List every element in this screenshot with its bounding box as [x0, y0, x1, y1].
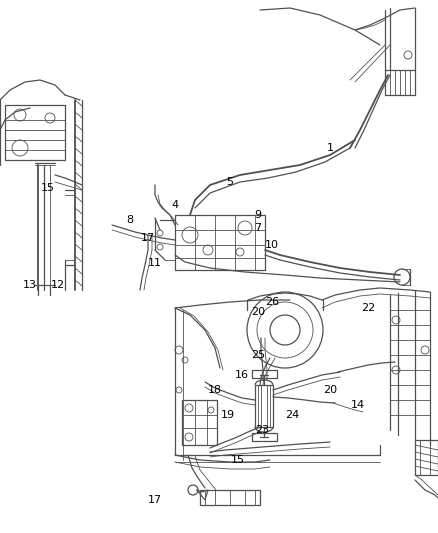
Text: 7: 7 [254, 223, 261, 233]
Bar [175, 215, 265, 270]
Bar [252, 433, 277, 441]
Text: 18: 18 [208, 385, 222, 395]
Bar [415, 440, 438, 475]
Text: 15: 15 [41, 183, 55, 193]
Text: 13: 13 [23, 280, 37, 290]
Text: 19: 19 [221, 410, 235, 420]
Text: 22: 22 [361, 303, 375, 313]
Text: 8: 8 [127, 215, 134, 225]
Text: 17: 17 [148, 495, 162, 505]
Bar [252, 370, 277, 378]
Bar [5, 105, 65, 160]
Text: 1: 1 [326, 143, 333, 153]
Bar [200, 490, 260, 505]
Text: 16: 16 [235, 370, 249, 380]
Text: 26: 26 [265, 297, 279, 307]
Text: 17: 17 [141, 233, 155, 243]
Text: 15: 15 [231, 455, 245, 465]
Text: 23: 23 [255, 425, 269, 435]
Text: 25: 25 [251, 350, 265, 360]
Text: 14: 14 [351, 400, 365, 410]
Text: 10: 10 [265, 240, 279, 250]
Text: 9: 9 [254, 210, 261, 220]
Text: 24: 24 [285, 410, 299, 420]
Text: 11: 11 [148, 258, 162, 268]
Text: 4: 4 [171, 200, 179, 210]
Text: 5: 5 [226, 177, 233, 187]
Text: 12: 12 [51, 280, 65, 290]
Bar [182, 400, 217, 445]
Text: 20: 20 [323, 385, 337, 395]
Bar [255, 385, 273, 427]
Text: 20: 20 [251, 307, 265, 317]
